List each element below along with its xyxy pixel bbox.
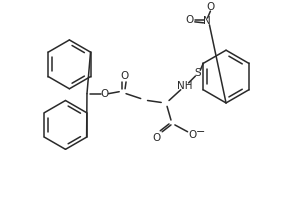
- Text: S: S: [194, 68, 201, 78]
- Text: N: N: [203, 16, 211, 26]
- Text: −: −: [196, 127, 205, 137]
- Text: O: O: [186, 15, 194, 25]
- Text: O: O: [206, 2, 215, 12]
- Text: NH: NH: [177, 81, 192, 91]
- Text: O: O: [101, 89, 109, 99]
- Text: O: O: [188, 130, 197, 140]
- Text: O: O: [152, 133, 160, 143]
- Text: O: O: [120, 71, 128, 81]
